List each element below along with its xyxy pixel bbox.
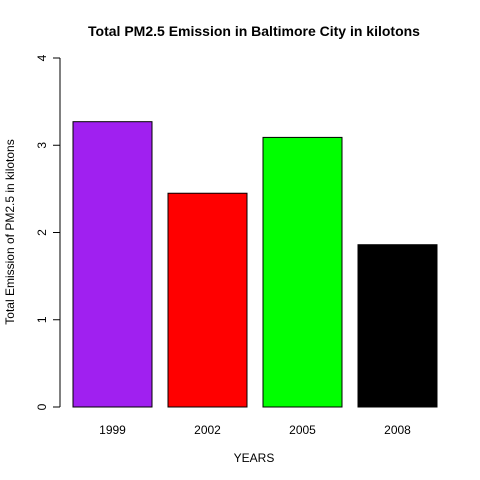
x-axis-tick-labels: 1999 2002 2005 2008 [99,423,411,437]
chart-title: Total PM2.5 Emission in Baltimore City i… [88,23,420,39]
y-tick-label: 3 [35,142,49,149]
y-tick-label: 4 [35,54,49,61]
x-tick-label: 2002 [194,423,221,437]
y-axis: 0 1 2 3 4 [35,54,61,410]
y-tick-label: 2 [35,229,49,236]
bars [72,121,438,408]
x-tick-label: 1999 [99,423,126,437]
x-axis-label: YEARS [234,451,275,465]
bar-2005 [262,136,343,408]
bar-2008 [357,244,438,408]
y-axis-label: Total Emission of PM2.5 in kilotons [3,139,17,324]
y-tick-label: 0 [35,403,49,410]
bar-2002 [167,192,248,408]
x-tick-label: 2005 [289,423,316,437]
bar-1999 [72,121,153,408]
y-tick-label: 1 [35,316,49,323]
x-tick-label: 2008 [384,423,411,437]
